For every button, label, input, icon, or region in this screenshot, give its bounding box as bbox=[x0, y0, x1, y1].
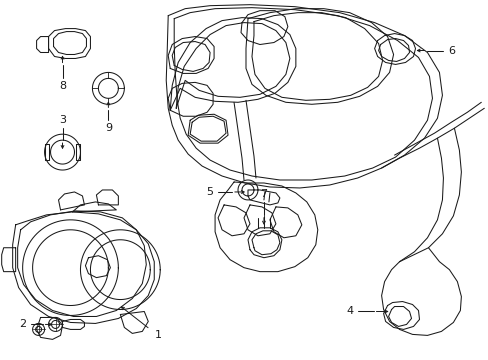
Text: 9: 9 bbox=[104, 123, 112, 133]
Text: 7: 7 bbox=[260, 189, 267, 199]
Text: 4: 4 bbox=[346, 306, 352, 316]
Text: 1: 1 bbox=[154, 330, 162, 341]
Text: 3: 3 bbox=[59, 115, 66, 125]
Text: 2: 2 bbox=[19, 319, 26, 329]
Text: 6: 6 bbox=[447, 45, 454, 55]
Text: 5: 5 bbox=[206, 187, 213, 197]
Text: 8: 8 bbox=[59, 81, 66, 91]
